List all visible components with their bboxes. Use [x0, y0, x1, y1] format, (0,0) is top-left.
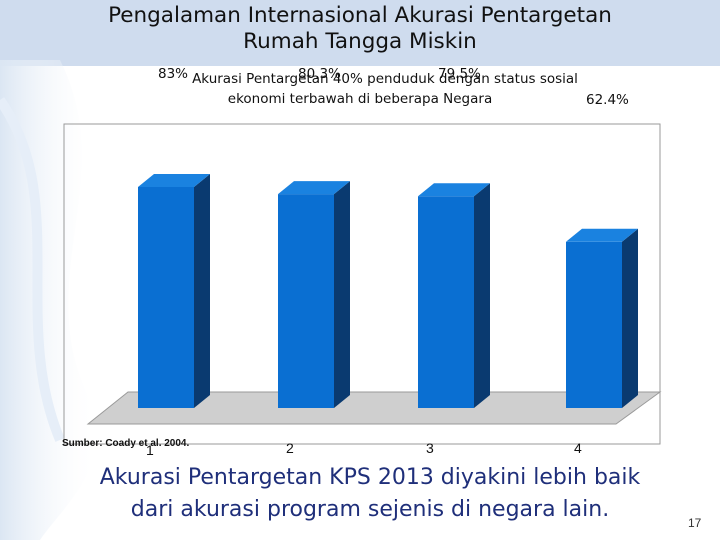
chart-title-line2: ekonomi terbawah di beberapa Negara — [227, 91, 493, 107]
data-label: 79.5% — [438, 66, 481, 82]
x-tick-label: 3 — [426, 440, 434, 456]
bar-front — [566, 241, 622, 408]
x-tick-label: 2 — [286, 440, 294, 456]
background-wave-decoration — [0, 60, 99, 540]
bar-side — [622, 228, 638, 408]
bar-side — [334, 181, 350, 408]
plot-area-frame — [63, 123, 661, 445]
source-note: Sumber: Coady et al. 2004. — [62, 438, 190, 449]
bar-top — [418, 183, 490, 197]
bar-top — [566, 228, 638, 242]
conclusion-line1: Akurasi Pentargetan KPS 2013 diyakini le… — [99, 465, 641, 490]
x-tick-label: 1 — [146, 442, 154, 458]
bar-top — [278, 181, 350, 195]
bar-front — [278, 194, 334, 408]
data-label: 80.3% — [298, 66, 341, 82]
chart-title-line1: Akurasi Pentargetan 40% penduduk dengan … — [192, 71, 578, 87]
bar-front — [138, 186, 194, 408]
data-label: 62.4% — [586, 92, 629, 108]
slide-title-line1: Pengalaman Internasional Akurasi Pentarg… — [108, 3, 612, 28]
title-band — [0, 0, 720, 66]
bar-front — [418, 196, 474, 408]
conclusion-line2: dari akurasi program sejenis di negara l… — [130, 497, 610, 522]
bar-side — [474, 183, 490, 408]
slide-title-line2: Rumah Tangga Miskin — [243, 29, 477, 54]
bar-side — [194, 173, 210, 408]
page-number: 17 — [688, 516, 702, 530]
data-label: 83% — [158, 66, 189, 82]
bar-top — [138, 173, 210, 187]
chart-floor — [86, 391, 662, 425]
x-tick-label: 4 — [574, 440, 582, 456]
